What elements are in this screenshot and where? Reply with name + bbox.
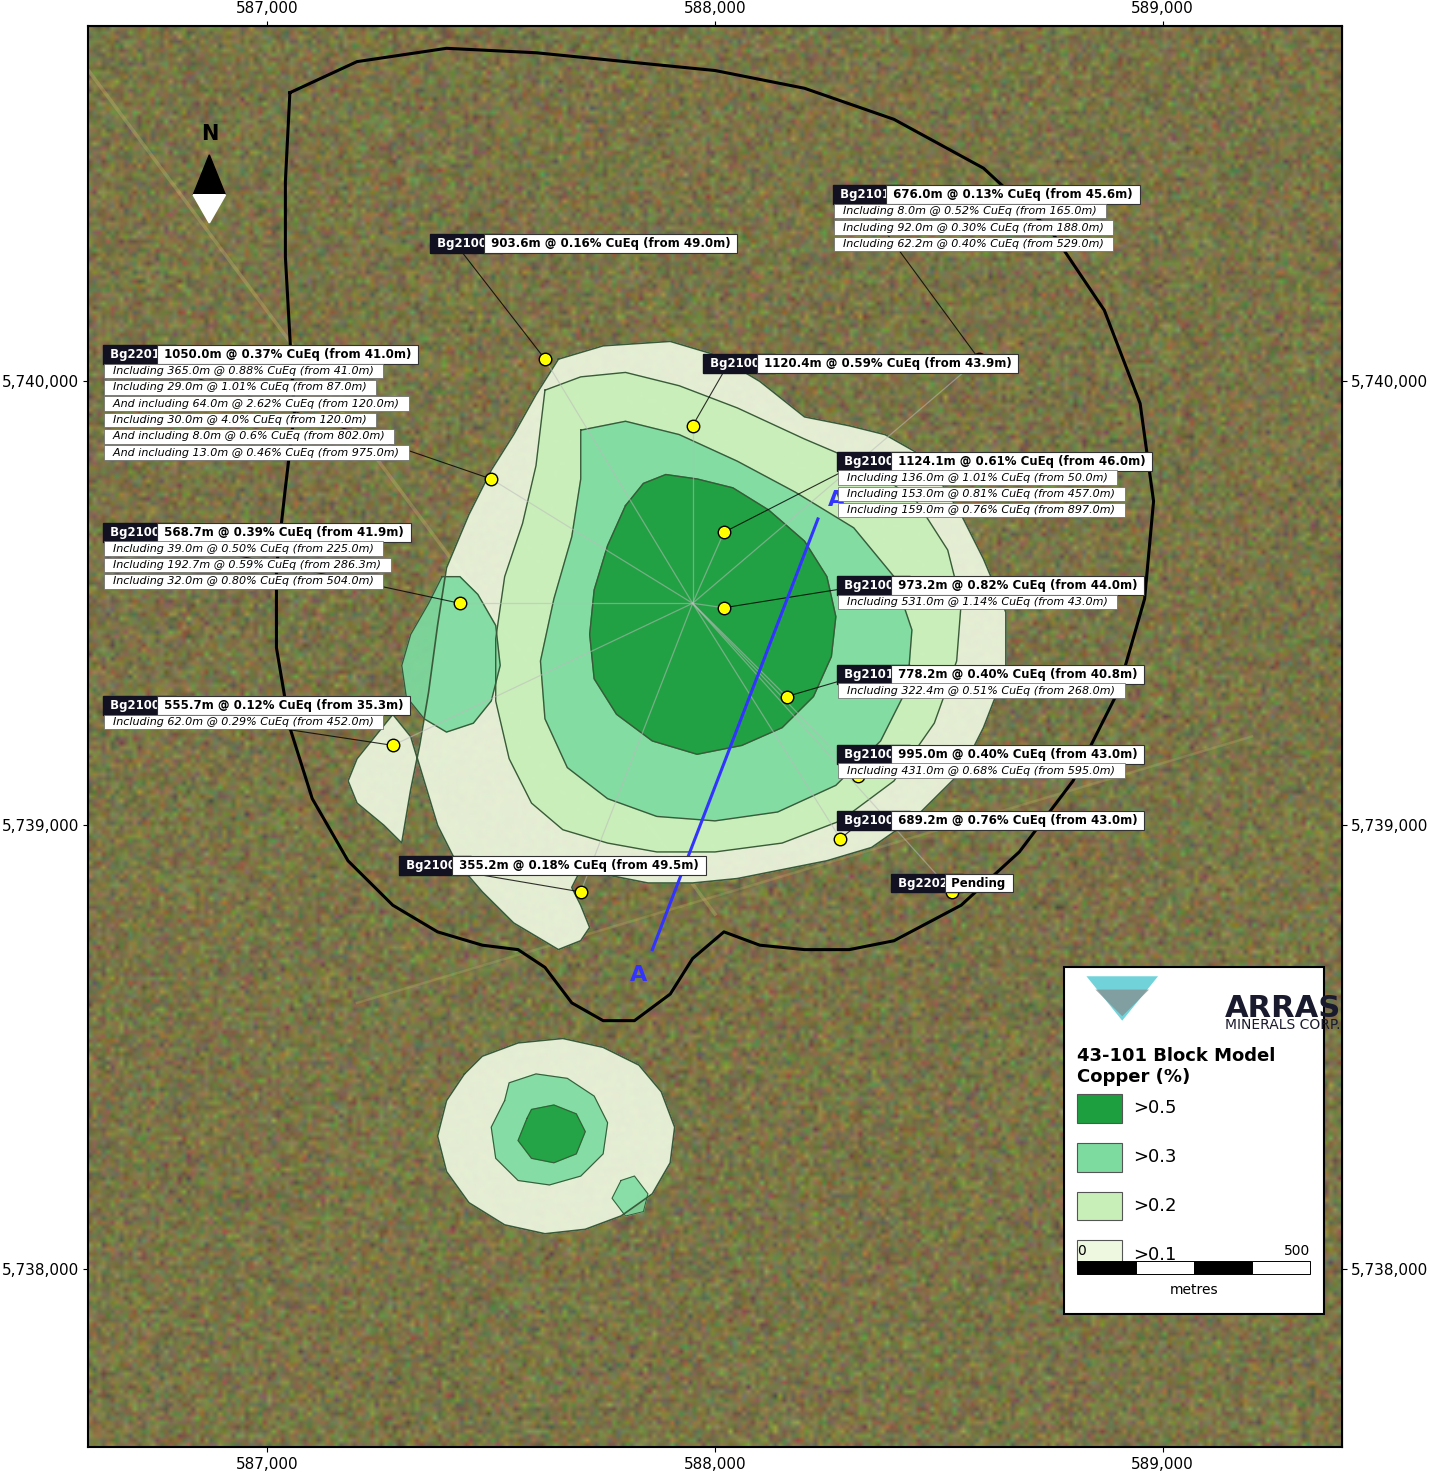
Text: Including 62.0m @ 0.29% CuEq (from 452.0m): Including 62.0m @ 0.29% CuEq (from 452.0… bbox=[106, 717, 382, 726]
Polygon shape bbox=[347, 342, 1005, 950]
Text: And including 8.0m @ 0.6% CuEq (from 802.0m): And including 8.0m @ 0.6% CuEq (from 802… bbox=[106, 432, 392, 442]
Text: A': A' bbox=[828, 489, 852, 510]
Text: Pending: Pending bbox=[948, 876, 1010, 890]
FancyBboxPatch shape bbox=[1077, 1261, 1135, 1274]
Text: Including 431.0m @ 0.68% CuEq (from 595.0m): Including 431.0m @ 0.68% CuEq (from 595.… bbox=[841, 766, 1123, 776]
Text: Including 92.0m @ 0.30% CuEq (from 188.0m): Including 92.0m @ 0.30% CuEq (from 188.0… bbox=[835, 222, 1111, 233]
Text: 555.7m @ 0.12% CuEq (from 35.3m): 555.7m @ 0.12% CuEq (from 35.3m) bbox=[160, 698, 408, 711]
Text: ARRAS: ARRAS bbox=[1226, 994, 1341, 1024]
FancyBboxPatch shape bbox=[1253, 1261, 1310, 1274]
Text: Including 62.2m @ 0.40% CuEq (from 529.0m): Including 62.2m @ 0.40% CuEq (from 529.0… bbox=[835, 239, 1111, 249]
Polygon shape bbox=[518, 1105, 585, 1162]
Text: Bg21006: Bg21006 bbox=[841, 815, 907, 828]
Text: And including 64.0m @ 2.62% CuEq (from 120.0m): And including 64.0m @ 2.62% CuEq (from 1… bbox=[106, 399, 406, 408]
Text: MINERALS CORP.: MINERALS CORP. bbox=[1226, 1018, 1340, 1033]
Text: Including 192.7m @ 0.59% CuEq (from 286.3m): Including 192.7m @ 0.59% CuEq (from 286.… bbox=[106, 560, 389, 570]
Text: Bg22021: Bg22021 bbox=[894, 876, 961, 890]
Polygon shape bbox=[541, 421, 912, 820]
Text: Including 531.0m @ 1.14% CuEq (from 43.0m): Including 531.0m @ 1.14% CuEq (from 43.0… bbox=[841, 597, 1115, 607]
FancyBboxPatch shape bbox=[1077, 1192, 1123, 1221]
Text: 778.2m @ 0.40% CuEq (from 40.8m): 778.2m @ 0.40% CuEq (from 40.8m) bbox=[894, 667, 1141, 681]
Text: Bg21015: Bg21015 bbox=[841, 667, 907, 681]
Text: >0.3: >0.3 bbox=[1134, 1147, 1177, 1167]
Text: 43-101 Block Model
Copper (%): 43-101 Block Model Copper (%) bbox=[1077, 1047, 1276, 1086]
Text: Including 32.0m @ 0.80% CuEq (from 504.0m): Including 32.0m @ 0.80% CuEq (from 504.0… bbox=[106, 576, 382, 586]
Text: 0: 0 bbox=[1077, 1245, 1087, 1258]
Text: Bg21004: Bg21004 bbox=[706, 356, 772, 370]
Text: Bg21005: Bg21005 bbox=[433, 237, 499, 250]
FancyBboxPatch shape bbox=[1064, 968, 1324, 1314]
Text: Including 8.0m @ 0.52% CuEq (from 165.0m): Including 8.0m @ 0.52% CuEq (from 165.0m… bbox=[835, 206, 1104, 217]
Text: 1120.4m @ 0.59% CuEq (from 43.9m): 1120.4m @ 0.59% CuEq (from 43.9m) bbox=[759, 356, 1015, 370]
Polygon shape bbox=[496, 373, 961, 851]
Polygon shape bbox=[402, 576, 500, 732]
Text: Including 322.4m @ 0.51% CuEq (from 268.0m): Including 322.4m @ 0.51% CuEq (from 268.… bbox=[841, 685, 1123, 695]
Text: >0.5: >0.5 bbox=[1134, 1099, 1177, 1117]
Text: Bg21002: Bg21002 bbox=[841, 748, 907, 760]
FancyBboxPatch shape bbox=[1194, 1261, 1253, 1274]
Text: 973.2m @ 0.82% CuEq (from 44.0m): 973.2m @ 0.82% CuEq (from 44.0m) bbox=[894, 579, 1141, 592]
Polygon shape bbox=[193, 194, 226, 222]
Text: Including 159.0m @ 0.76% CuEq (from 897.0m): Including 159.0m @ 0.76% CuEq (from 897.… bbox=[841, 505, 1123, 516]
Text: 689.2m @ 0.76% CuEq (from 43.0m): 689.2m @ 0.76% CuEq (from 43.0m) bbox=[894, 815, 1141, 828]
FancyBboxPatch shape bbox=[1077, 1143, 1123, 1171]
Text: Bg21009: Bg21009 bbox=[106, 698, 173, 711]
Text: 1124.1m @ 0.61% CuEq (from 46.0m): 1124.1m @ 0.61% CuEq (from 46.0m) bbox=[894, 455, 1150, 468]
Text: Including 39.0m @ 0.50% CuEq (from 225.0m): Including 39.0m @ 0.50% CuEq (from 225.0… bbox=[106, 544, 382, 554]
Text: Bg21001: Bg21001 bbox=[841, 579, 907, 592]
Text: Including 30.0m @ 4.0% CuEq (from 120.0m): Including 30.0m @ 4.0% CuEq (from 120.0m… bbox=[106, 415, 375, 426]
Text: And including 13.0m @ 0.46% CuEq (from 975.0m): And including 13.0m @ 0.46% CuEq (from 9… bbox=[106, 448, 406, 458]
Text: 903.6m @ 0.16% CuEq (from 49.0m): 903.6m @ 0.16% CuEq (from 49.0m) bbox=[486, 237, 735, 250]
Polygon shape bbox=[1087, 977, 1158, 1021]
Text: 1050.0m @ 0.37% CuEq (from 41.0m): 1050.0m @ 0.37% CuEq (from 41.0m) bbox=[160, 348, 415, 361]
Text: Including 365.0m @ 0.88% CuEq (from 41.0m): Including 365.0m @ 0.88% CuEq (from 41.0… bbox=[106, 365, 382, 376]
Text: 500: 500 bbox=[1284, 1245, 1310, 1258]
Text: Including 29.0m @ 1.01% CuEq (from 87.0m): Including 29.0m @ 1.01% CuEq (from 87.0m… bbox=[106, 383, 375, 392]
Text: N: N bbox=[200, 124, 217, 144]
Text: Bg22012: Bg22012 bbox=[106, 348, 173, 361]
Text: 355.2m @ 0.18% CuEq (from 49.5m): 355.2m @ 0.18% CuEq (from 49.5m) bbox=[455, 859, 704, 872]
Polygon shape bbox=[438, 1038, 675, 1234]
FancyBboxPatch shape bbox=[1077, 1094, 1123, 1122]
Text: A: A bbox=[631, 965, 648, 984]
Polygon shape bbox=[492, 1074, 608, 1184]
Text: Including 136.0m @ 1.01% CuEq (from 50.0m): Including 136.0m @ 1.01% CuEq (from 50.0… bbox=[841, 473, 1115, 483]
Text: Bg21007: Bg21007 bbox=[841, 455, 907, 468]
Polygon shape bbox=[1095, 990, 1150, 1016]
Text: >0.2: >0.2 bbox=[1134, 1196, 1177, 1215]
Text: 995.0m @ 0.40% CuEq (from 43.0m): 995.0m @ 0.40% CuEq (from 43.0m) bbox=[894, 748, 1141, 760]
Text: Bg21003: Bg21003 bbox=[402, 859, 468, 872]
Text: Including 153.0m @ 0.81% CuEq (from 457.0m): Including 153.0m @ 0.81% CuEq (from 457.… bbox=[841, 489, 1123, 499]
FancyBboxPatch shape bbox=[1135, 1261, 1194, 1274]
Text: 568.7m @ 0.39% CuEq (from 41.9m): 568.7m @ 0.39% CuEq (from 41.9m) bbox=[160, 526, 408, 539]
FancyBboxPatch shape bbox=[1077, 1240, 1123, 1270]
Text: 676.0m @ 0.13% CuEq (from 45.6m): 676.0m @ 0.13% CuEq (from 45.6m) bbox=[889, 189, 1137, 202]
Text: Bg21008: Bg21008 bbox=[106, 526, 173, 539]
Polygon shape bbox=[589, 474, 835, 754]
Text: >0.1: >0.1 bbox=[1134, 1246, 1177, 1264]
Polygon shape bbox=[193, 155, 226, 194]
Text: metres: metres bbox=[1170, 1283, 1218, 1296]
Polygon shape bbox=[612, 1175, 648, 1217]
Text: Bg21010: Bg21010 bbox=[835, 189, 902, 202]
